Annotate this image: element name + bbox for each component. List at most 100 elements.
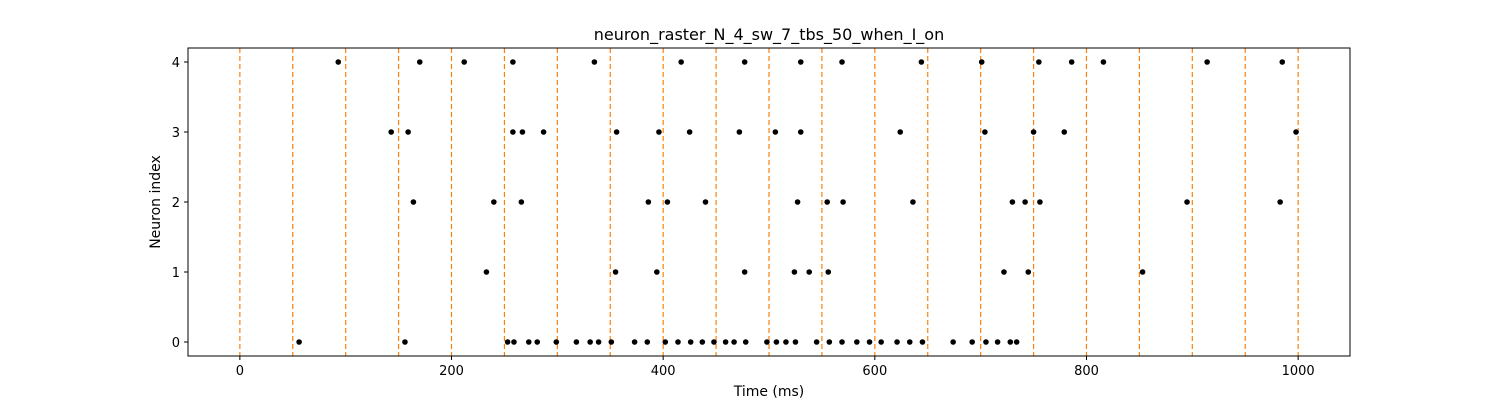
spike-point (483, 269, 490, 275)
spike-point (335, 59, 342, 65)
spike-point (731, 339, 737, 345)
spike-point (1022, 199, 1028, 205)
spike-point (978, 59, 985, 65)
spike-point (1009, 199, 1016, 205)
spike-point (840, 199, 846, 205)
spike-point (918, 59, 925, 65)
spike-point (1184, 199, 1190, 205)
x-tick-label: 600 (862, 364, 887, 379)
spike-point (631, 339, 638, 345)
y-tick-label: 3 (172, 126, 180, 141)
spike-point (950, 339, 956, 345)
spike-point (797, 59, 804, 65)
spike-point (994, 339, 1001, 345)
spike-point (540, 129, 547, 135)
x-axis-label: Time (ms) (733, 384, 805, 400)
spike-point (1025, 269, 1032, 275)
spike-point (410, 199, 417, 205)
spike-point (878, 339, 884, 345)
spike-point (806, 269, 813, 275)
spike-point (839, 339, 845, 345)
spike-point (675, 339, 681, 345)
y-tick-label: 2 (172, 196, 180, 211)
spike-point (1279, 59, 1286, 65)
spike-point (794, 199, 801, 205)
spike-point (783, 339, 789, 345)
spike-point (1139, 269, 1146, 275)
x-tick-label: 200 (439, 364, 464, 379)
spike-point (824, 199, 831, 205)
spike-point (664, 199, 671, 205)
spike-point (792, 339, 799, 345)
spike-point (983, 339, 989, 345)
spike-point (702, 199, 709, 205)
spike-point (1277, 199, 1283, 205)
spike-point (402, 339, 408, 345)
spike-point (910, 199, 916, 205)
spike-point (826, 339, 833, 345)
spike-point (553, 339, 560, 345)
spike-point (742, 339, 749, 345)
spike-point (825, 269, 832, 275)
spike-point (504, 339, 511, 345)
spike-point (773, 339, 780, 345)
spike-point (416, 59, 423, 65)
spike-point (654, 269, 660, 275)
y-tick-label: 1 (172, 266, 180, 281)
spike-point (608, 339, 615, 345)
spike-point (511, 339, 517, 345)
x-tick-label: 800 (1074, 364, 1099, 379)
spike-point (678, 59, 684, 65)
spike-point (854, 339, 860, 345)
spike-point (1037, 199, 1043, 205)
spike-point (813, 339, 820, 345)
spike-point (687, 339, 694, 345)
spike-point (491, 199, 497, 205)
spike-point (791, 269, 798, 275)
spike-point (296, 339, 302, 345)
spike-point (525, 339, 532, 345)
x-tick-label: 400 (651, 364, 676, 379)
spike-point (518, 199, 525, 205)
spike-point (534, 339, 541, 345)
spike-point (388, 129, 394, 135)
x-tick-label: 0 (236, 364, 244, 379)
spike-point (686, 129, 693, 135)
y-axis-label: Neuron index (148, 155, 164, 249)
y-tick-label: 0 (172, 336, 180, 351)
spike-point (906, 339, 913, 345)
spike-point (866, 339, 873, 345)
spike-point (797, 129, 804, 135)
y-tick-label: 4 (172, 56, 180, 71)
spike-point (591, 59, 598, 65)
spike-point (595, 339, 602, 345)
spike-point (894, 339, 900, 345)
spike-point (1007, 339, 1014, 345)
spike-point (1036, 59, 1042, 65)
spike-point (1030, 129, 1037, 135)
spike-point (772, 129, 779, 135)
spike-point (897, 129, 904, 135)
spike-point (587, 339, 593, 345)
spike-point (510, 59, 516, 65)
spike-point (741, 269, 748, 275)
spike-point (613, 129, 620, 135)
x-axis-ticks: 0 200 400 600 800 1000 (236, 356, 1315, 379)
spike-point (662, 339, 669, 345)
spike-point (919, 339, 926, 345)
spike-point (711, 339, 717, 345)
spike-point (1068, 59, 1075, 65)
x-tick-label: 1000 (1282, 364, 1315, 379)
spike-point (764, 339, 770, 345)
spike-point (510, 129, 516, 135)
spike-point (405, 129, 411, 135)
spike-point (644, 339, 651, 345)
stimulus-lines (239, 48, 1299, 356)
spike-point (1013, 339, 1020, 345)
spike-point (722, 339, 729, 345)
spike-point (736, 129, 743, 135)
spike-point (741, 59, 748, 65)
spike-point (612, 269, 619, 275)
chart-title: neuron_raster_N_4_sw_7_tbs_50_when_I_on (594, 25, 944, 45)
